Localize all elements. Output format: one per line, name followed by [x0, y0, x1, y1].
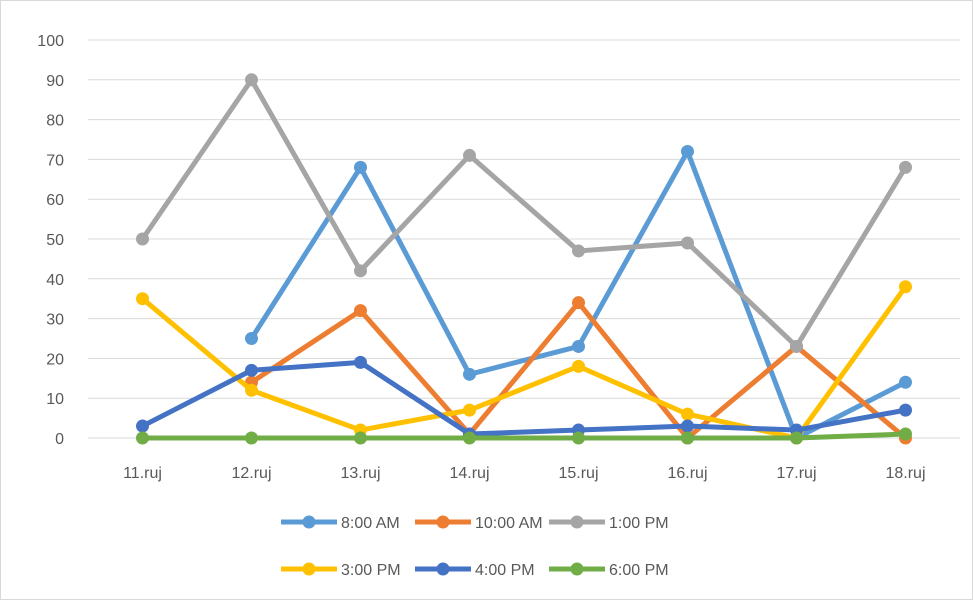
- legend-marker: [302, 515, 316, 529]
- legend-label: 1:00 PM: [609, 515, 669, 532]
- series-line: [140, 359, 908, 437]
- legend-marker: [570, 562, 584, 576]
- data-point: [136, 292, 149, 306]
- data-point: [463, 431, 476, 445]
- data-point: [681, 431, 694, 445]
- data-point: [899, 375, 912, 389]
- x-tick-label: 13.ruj: [340, 465, 380, 482]
- data-point: [681, 236, 694, 250]
- data-point: [572, 359, 585, 373]
- data-point: [354, 431, 367, 445]
- legend-marker: [302, 562, 316, 576]
- data-point: [899, 160, 912, 174]
- data-point: [245, 383, 258, 397]
- legend-label: 10:00 AM: [475, 515, 543, 532]
- legend-marker: [436, 515, 450, 529]
- data-point: [136, 419, 149, 433]
- y-tick-label: 90: [46, 73, 64, 90]
- x-tick-label: 11.ruj: [123, 465, 162, 482]
- data-point: [899, 280, 912, 294]
- x-tick-label: 14.ruj: [449, 465, 489, 482]
- legend-item: 4:00 PM: [415, 562, 535, 579]
- series-1-00-pm: [136, 73, 912, 353]
- series-line: [140, 431, 908, 441]
- y-tick-label: 0: [55, 431, 64, 448]
- series-6-00-pm: [136, 427, 912, 445]
- data-point: [245, 332, 258, 345]
- data-point: [136, 232, 149, 246]
- data-point: [463, 403, 476, 417]
- data-point: [245, 363, 258, 377]
- legend-item: 1:00 PM: [549, 515, 669, 532]
- legend-item: 3:00 PM: [281, 562, 401, 579]
- y-tick-label: 50: [46, 232, 64, 249]
- legend-item: 10:00 AM: [415, 515, 543, 532]
- data-point: [245, 73, 258, 87]
- y-tick-label: 10: [46, 391, 64, 408]
- data-point: [354, 264, 367, 278]
- data-point: [681, 419, 694, 433]
- data-point: [572, 431, 585, 445]
- y-tick-label: 100: [37, 33, 64, 50]
- y-tick-label: 60: [46, 192, 64, 209]
- y-tick-label: 30: [46, 312, 64, 329]
- legend-label: 4:00 PM: [475, 562, 535, 579]
- y-axis-ticks: 0 10 20 30 40 50 60 70 80 90 100: [37, 33, 64, 448]
- data-point: [136, 431, 149, 445]
- data-point: [463, 148, 476, 162]
- data-point: [681, 144, 694, 158]
- legend-item: 8:00 AM: [281, 515, 400, 532]
- gridlines: [88, 39, 960, 439]
- x-tick-label: 12.ruj: [231, 465, 271, 482]
- x-tick-label: 16.ruj: [667, 465, 707, 482]
- data-point: [572, 296, 585, 310]
- data-point: [354, 160, 367, 174]
- y-tick-label: 80: [46, 113, 64, 130]
- data-point: [245, 431, 258, 445]
- y-tick-label: 20: [46, 351, 64, 368]
- data-point: [572, 339, 585, 353]
- series-line: [140, 284, 908, 441]
- data-point: [354, 304, 367, 318]
- legend-marker: [436, 562, 450, 576]
- data-point: [790, 431, 803, 445]
- series-3-00-pm: [136, 280, 912, 445]
- y-tick-label: 40: [46, 272, 64, 289]
- legend-label: 8:00 AM: [341, 515, 400, 532]
- data-point: [354, 355, 367, 369]
- x-tick-label: 17.ruj: [776, 465, 816, 482]
- legend-label: 6:00 PM: [609, 562, 669, 579]
- x-tick-label: 18.ruj: [885, 465, 925, 482]
- data-point: [463, 367, 476, 381]
- series-line: [140, 77, 908, 349]
- data-point: [899, 427, 912, 441]
- legend: 8:00 AM 10:00 AM 1:00 PM 3:00 PM 4:00 PM 6:00…: [281, 515, 669, 579]
- legend-label: 3:00 PM: [341, 562, 401, 579]
- series-8-00-am: [245, 144, 912, 445]
- data-point: [572, 244, 585, 258]
- legend-item: 6:00 PM: [549, 562, 669, 579]
- data-point: [899, 403, 912, 417]
- data-point: [681, 407, 694, 421]
- data-point: [790, 339, 803, 353]
- series-line: [249, 148, 908, 441]
- x-axis-ticks: 11.ruj 12.ruj 13.ruj 14.ruj 15.ruj 16.ruj 17.r…: [123, 465, 925, 482]
- x-tick-label: 15.ruj: [558, 465, 598, 482]
- y-tick-label: 70: [46, 152, 64, 169]
- legend-marker: [570, 515, 584, 529]
- series-lines: [136, 73, 912, 445]
